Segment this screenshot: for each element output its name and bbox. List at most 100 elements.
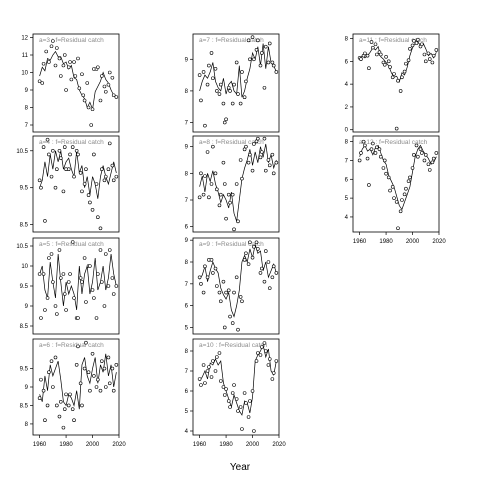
data-point — [90, 351, 95, 356]
data-point — [45, 137, 50, 142]
data-point — [211, 144, 215, 149]
data-point — [74, 148, 79, 153]
data-point — [78, 276, 83, 280]
y-tick-label: 10 — [21, 264, 28, 270]
panel-title: a=3 : f=Residual catch — [39, 37, 104, 44]
panel-title: a=7 : f=Residual catch — [199, 37, 264, 44]
data-point — [259, 345, 264, 349]
data-point — [61, 63, 66, 68]
fit-line — [199, 43, 277, 98]
data-point — [55, 403, 59, 408]
data-point — [242, 95, 247, 100]
data-point — [274, 271, 279, 275]
panel-frame — [192, 135, 280, 233]
y-tick-label: 9 — [185, 145, 189, 151]
data-point — [248, 399, 252, 403]
data-point — [274, 70, 279, 74]
data-point — [64, 392, 68, 397]
data-point — [103, 385, 108, 389]
data-point — [363, 143, 367, 148]
data-point — [238, 295, 243, 299]
data-point — [213, 66, 218, 71]
data-point — [244, 401, 248, 405]
data-point — [197, 195, 202, 200]
data-point — [248, 152, 252, 157]
y-tick-label: 9 — [25, 304, 29, 310]
y-tick-label: 0 — [345, 128, 349, 134]
data-point — [207, 365, 211, 369]
data-point — [384, 54, 388, 59]
data-point — [201, 70, 206, 74]
data-point — [100, 359, 104, 363]
data-point — [64, 88, 68, 92]
data-point — [406, 58, 411, 63]
data-point — [78, 171, 83, 175]
data-point — [76, 152, 80, 157]
data-point — [197, 73, 202, 77]
data-point — [213, 171, 218, 176]
data-point — [426, 51, 431, 56]
data-point — [404, 61, 408, 66]
data-point — [419, 42, 424, 47]
data-point — [392, 196, 396, 200]
data-point — [215, 187, 219, 192]
data-point — [234, 397, 239, 401]
y-tick-label: 10.5 — [16, 244, 28, 250]
data-point — [96, 377, 100, 382]
data-point — [114, 284, 119, 288]
data-point — [222, 182, 227, 186]
data-point — [263, 349, 268, 353]
data-point — [431, 53, 436, 58]
data-point — [369, 40, 374, 44]
data-point — [55, 46, 59, 50]
data-point — [382, 158, 387, 163]
data-point — [62, 407, 67, 411]
data-point — [58, 156, 63, 160]
data-point — [84, 300, 88, 304]
data-point — [226, 85, 231, 90]
data-point — [199, 171, 203, 176]
data-point — [423, 59, 428, 64]
data-point — [213, 369, 218, 373]
data-point — [262, 279, 267, 284]
data-point — [218, 299, 223, 304]
data-point — [250, 35, 255, 39]
data-point — [114, 363, 119, 367]
data-point — [49, 252, 54, 256]
data-point — [270, 152, 275, 157]
x-tick-label: 1960 — [353, 239, 367, 245]
y-tick-label: 2 — [345, 105, 349, 111]
panel-title: a=10 : f=Residual catch — [199, 342, 268, 349]
data-point — [398, 89, 403, 93]
data-point — [416, 37, 420, 42]
data-point — [72, 174, 76, 179]
data-point — [371, 141, 375, 146]
data-point — [434, 48, 439, 52]
data-point — [205, 369, 210, 373]
data-point — [94, 182, 99, 186]
data-point — [271, 264, 276, 269]
y-tick-label: 6 — [185, 304, 189, 310]
data-point — [78, 381, 83, 386]
data-point — [240, 427, 244, 431]
y-tick-label: 7 — [185, 121, 189, 127]
data-point — [201, 363, 206, 367]
data-point — [68, 272, 72, 276]
data-point — [246, 160, 251, 165]
data-point — [110, 276, 115, 280]
data-point — [107, 381, 112, 386]
data-point — [386, 59, 391, 64]
data-point — [111, 292, 116, 296]
data-point — [217, 290, 222, 295]
data-point — [252, 429, 256, 433]
y-tick-label: 10.5 — [16, 149, 28, 155]
data-point — [207, 63, 211, 68]
data-point — [76, 56, 80, 61]
x-tick-label: 1980 — [219, 442, 233, 448]
y-tick-label: 8 — [25, 422, 29, 428]
y-tick-label: 6 — [185, 225, 189, 231]
data-point — [102, 366, 107, 371]
data-point — [270, 60, 275, 65]
data-point — [96, 215, 100, 220]
data-point — [266, 60, 271, 65]
